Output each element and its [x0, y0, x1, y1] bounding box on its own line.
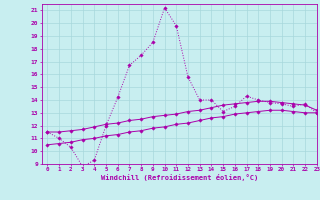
X-axis label: Windchill (Refroidissement éolien,°C): Windchill (Refroidissement éolien,°C): [100, 174, 258, 181]
